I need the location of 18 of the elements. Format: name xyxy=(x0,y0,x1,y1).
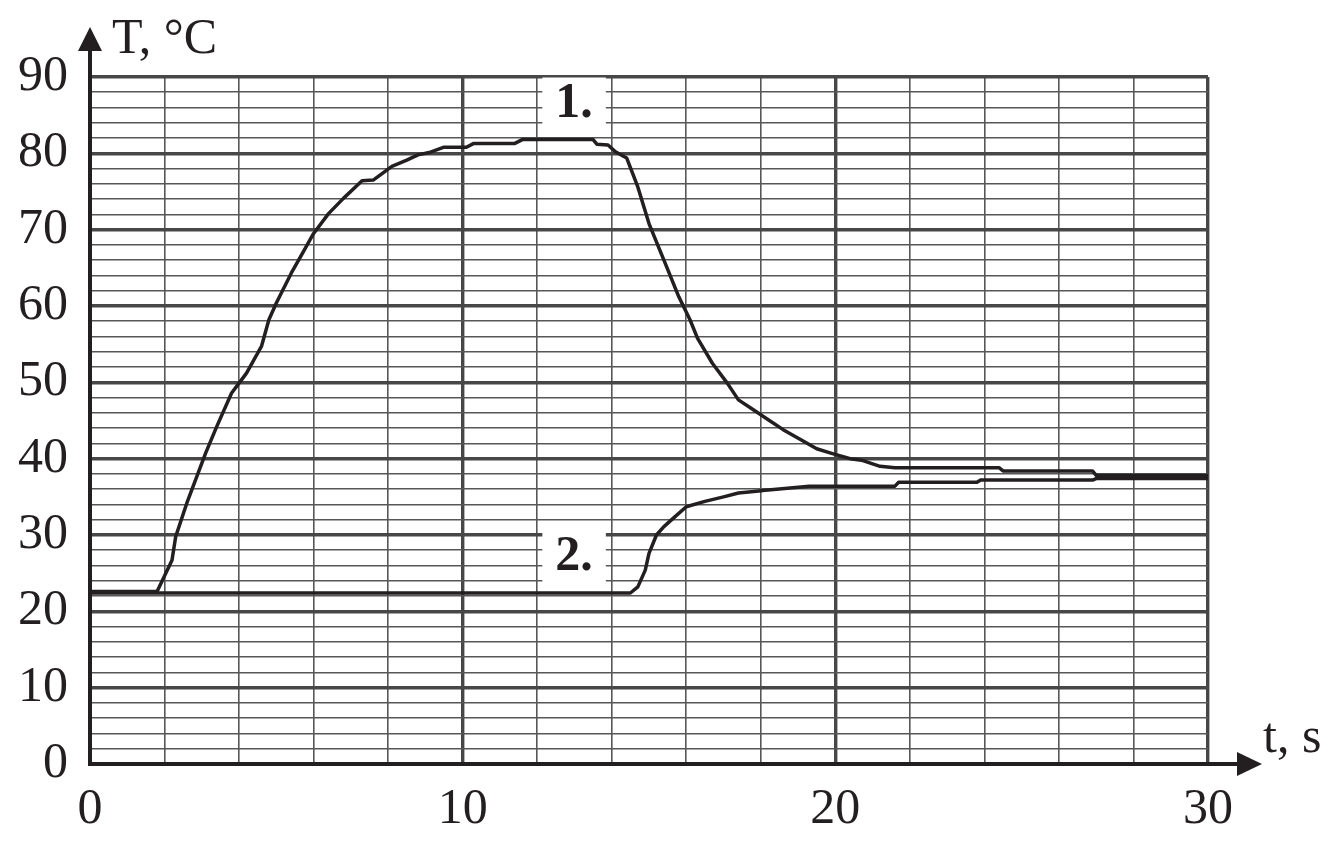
x-tick-label: 20 xyxy=(810,778,861,835)
x-axis-title: t, s xyxy=(1263,707,1322,763)
y-tick-label: 80 xyxy=(18,121,68,178)
y-tick-label: 40 xyxy=(18,426,68,483)
y-tick-label: 50 xyxy=(18,350,68,407)
y-tick-label: 90 xyxy=(18,45,68,102)
y-tick-label: 0 xyxy=(43,732,68,789)
y-tick-label: 20 xyxy=(18,579,68,636)
x-tick-label: 10 xyxy=(437,778,488,835)
y-tick-label: 10 xyxy=(18,655,68,712)
series-label: 1. xyxy=(555,71,593,128)
y-tick-label: 60 xyxy=(18,274,68,331)
x-tick-label: 30 xyxy=(1183,778,1233,835)
y-tick-label: 30 xyxy=(18,503,68,560)
y-axis-title: T, °C xyxy=(112,8,218,64)
x-tick-label: 0 xyxy=(77,778,103,835)
y-tick-label: 70 xyxy=(18,197,68,254)
series-label: 2. xyxy=(555,524,593,581)
